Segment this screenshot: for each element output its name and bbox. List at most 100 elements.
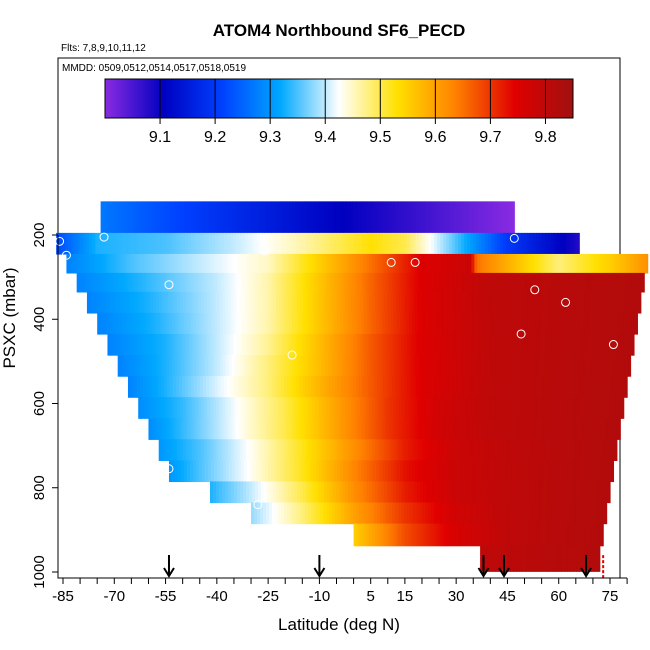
heatmap-cell [519,460,524,483]
heatmap-row [251,502,608,525]
heatmap-cell [256,201,261,234]
heatmap-cell [528,460,533,483]
heatmap-cell [320,232,324,255]
heatmap-cell [536,502,540,525]
heatmap-cell [182,333,187,356]
heatmap-cell [193,312,197,335]
heatmap-cell [342,460,347,483]
heatmap-cell [507,460,512,483]
heatmap-cell [336,253,341,274]
heatmap-cell [404,502,408,525]
heatmap-cell [104,291,109,314]
heatmap-cell [325,312,329,335]
heatmap-cell [492,545,496,572]
heatmap-cell [399,460,404,483]
heatmap-cell [626,333,631,356]
heatmap-cell [557,502,561,525]
heatmap-cell [462,481,466,504]
heatmap-cell [393,397,397,419]
heatmap-cell [379,376,384,398]
heatmap-cell [86,291,91,314]
heatmap-cell [254,333,259,356]
heatmap-cell [327,460,332,483]
heatmap-cell [351,355,356,377]
heatmap-cell [512,523,517,547]
heatmap-cell [585,397,589,419]
heatmap-cell [524,502,528,525]
heatmap-cell [343,418,348,440]
heatmap-cell [195,397,199,419]
heatmap-cell [312,355,317,377]
heatmap-cell [624,355,629,377]
heatmap-cell [594,460,599,483]
heatmap-cell [340,201,345,234]
heatmap-cell [569,439,574,461]
heatmap-cell [178,272,183,293]
heatmap-cell [130,201,135,234]
heatmap-cell [137,232,141,255]
heatmap-cell [562,376,567,398]
heatmap-cell [183,253,188,274]
heatmap-cell [226,376,231,398]
heatmap-cell [120,253,125,274]
heatmap-cell [462,355,467,377]
heatmap-cell [509,291,514,314]
heatmap-cell [516,355,521,377]
heatmap-cell [325,376,330,398]
heatmap-cell [279,460,284,483]
heatmap-cell [398,523,403,547]
heatmap-cell [238,312,242,335]
heatmap-cell [458,333,463,356]
heatmap-cell [497,333,502,356]
heatmap-cell [346,201,351,234]
heatmap-cell [530,439,535,461]
heatmap-cells [56,201,649,578]
heatmap-cell [429,397,433,419]
heatmap-cell [130,312,134,335]
heatmap-cell [332,291,337,314]
heatmap-cell [520,418,525,440]
heatmap-cell [169,312,173,335]
data-point [61,250,71,260]
heatmap-cell [160,376,165,398]
heatmap-cell [359,502,363,525]
heatmap-cell [328,312,332,335]
heatmap-cell [415,272,420,293]
heatmap-cell [446,523,451,547]
heatmap-cell [154,312,158,335]
heatmap-cell [341,291,346,314]
heatmap-cell [257,439,262,461]
heatmap-cell [187,312,191,335]
heatmap-cell [584,291,589,314]
heatmap-cell [402,481,406,504]
heatmap-cell [251,439,256,461]
heatmap-cell [279,397,283,419]
heatmap-cell [619,312,623,335]
heatmap-cell [371,502,375,525]
heatmap-cell [398,333,403,356]
heatmap-cell [342,397,346,419]
heatmap-cell [340,418,345,440]
heatmap-cell [604,418,609,440]
x-tick-label: 5 [367,588,375,605]
heatmap-cell [535,312,539,335]
heatmap-cell [341,502,345,525]
heatmap-cell [246,460,251,483]
heatmap-cell [208,312,212,335]
heatmap-cell [316,272,321,293]
heatmap-cell [521,291,526,314]
heatmap-cell [341,232,345,255]
heatmap-cell [497,232,501,255]
heatmap-cell [501,460,506,483]
heatmap-cell [389,291,394,314]
heatmap-cell [455,333,460,356]
heatmap-cell [173,232,177,255]
heatmap-cell [339,397,343,419]
heatmap-cell [435,355,440,377]
heatmap-cell [419,232,423,255]
heatmap-cell [381,481,385,504]
heatmap-cell [621,355,626,377]
heatmap-cell [481,312,485,335]
heatmap-cell [193,201,198,234]
x-tick-label: 45 [499,588,516,605]
